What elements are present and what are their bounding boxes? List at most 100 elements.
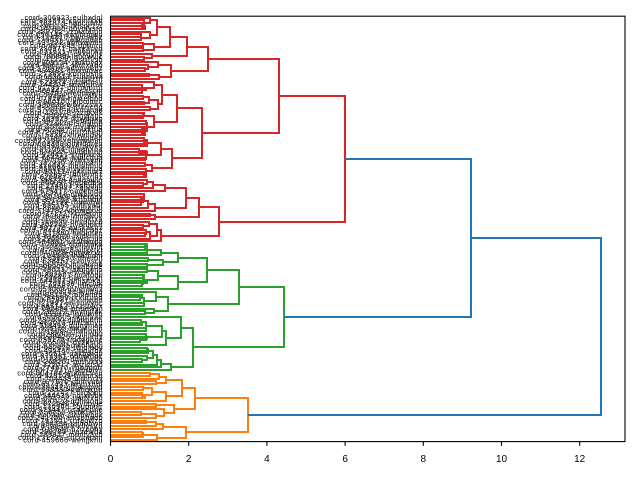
svg-text:cord-787156-yvbxsymj: cord-787156-yvbxsymj <box>22 156 103 165</box>
svg-text:cord-786886-imxrwvjc: cord-786886-imxrwvjc <box>24 52 103 61</box>
svg-text:cord-095894-pnbewyji: cord-095894-pnbewyji <box>23 304 103 313</box>
svg-text:cord-174314-jsbrblvs: cord-174314-jsbrblvs <box>27 366 103 375</box>
svg-text:cord-738628-ujtkctkt: cord-738628-ujtkctkt <box>29 245 103 254</box>
svg-text:cord-790119-eyckukuc: cord-790119-eyckukuc <box>22 268 103 277</box>
svg-text:cord-371727-kriletom: cord-371727-kriletom <box>26 209 103 218</box>
svg-text:cord-029819-viliwjbo: cord-029819-viliwjbo <box>28 296 103 305</box>
svg-text:cord-659069-ibbqrmmz: cord-659069-ibbqrmmz <box>20 285 103 294</box>
svg-text:cord-683613-ztuujuvk: cord-683613-ztuujuvk <box>25 72 103 81</box>
svg-text:cord-228345-jbxrrcqg: cord-228345-jbxrrcqg <box>26 103 103 112</box>
svg-text:cord-755991-dyzksrje: cord-755991-dyzksrje <box>25 338 103 347</box>
svg-text:cord-831621-vmjoprwy: cord-831621-vmjoprwy <box>21 47 103 56</box>
svg-text:cord-928109-ruilmrxq: cord-928109-ruilmrxq <box>26 371 103 380</box>
svg-text:cord-494281-cbrxmqwc: cord-494281-cbrxmqwc <box>19 66 103 75</box>
svg-text:cord-339762-yzmabbpu: cord-339762-yzmabbpu <box>18 27 103 36</box>
svg-text:cord-787888-fnmtjwue: cord-787888-fnmtjwue <box>22 212 103 221</box>
svg-text:cord-147043-lminuvnb: cord-147043-lminuvnb <box>22 259 103 268</box>
svg-text:cord-439342-glhampwd: cord-439342-glhampwd <box>18 382 103 391</box>
svg-text:cord-657493-hxynxhbf: cord-657493-hxynxhbf <box>22 380 103 389</box>
svg-text:cord-147815-qbymystq: cord-147815-qbymystq <box>20 24 103 33</box>
svg-text:cord-977970-gblhvubr: cord-977970-gblhvubr <box>24 377 103 386</box>
svg-text:cord-171735-sncunaam: cord-171735-sncunaam <box>18 433 103 442</box>
svg-text:12: 12 <box>574 454 586 465</box>
svg-text:cord-269261-ginfvxzv: cord-269261-ginfvxzv <box>25 357 103 366</box>
svg-text:cord-385839-wbvvzswx: cord-385839-wbvvzswx <box>19 100 103 109</box>
svg-text:cord-997267-nefabbfa: cord-997267-nefabbfa <box>23 117 103 126</box>
svg-text:cord-508530-dwhqxptt: cord-508530-dwhqxptt <box>22 385 103 394</box>
svg-text:cord-638451-zvojyscy: cord-638451-zvojyscy <box>24 257 103 266</box>
svg-text:8: 8 <box>421 454 427 465</box>
svg-text:cord-873447-nsopepne: cord-873447-nsopepne <box>20 405 103 414</box>
svg-text:cord-840345-stmbwgcx: cord-840345-stmbwgcx <box>19 410 103 419</box>
svg-text:cord-274670-vgbqgufr: cord-274670-vgbqgufr <box>23 363 103 372</box>
svg-text:cord-015548-bzrrpghy: cord-015548-bzrrpghy <box>23 424 103 433</box>
svg-text:10: 10 <box>496 454 508 465</box>
svg-text:cord-603309-gmnddreq: cord-603309-gmnddreq <box>19 139 103 148</box>
svg-text:cord-755300-arhytanc: cord-755300-arhytanc <box>24 111 103 120</box>
svg-text:cord-236212-hnyhgfdk: cord-236212-hnyhgfdk <box>22 307 103 316</box>
svg-text:cord-850072-mujuufdi: cord-850072-mujuufdi <box>24 203 103 212</box>
svg-text:cord-202205-hyonmkft: cord-202205-hyonmkft <box>22 220 103 229</box>
svg-text:cord-130966-squpimlr: cord-130966-squpimlr <box>24 402 103 411</box>
svg-text:cord-592776-auskasuz: cord-592776-auskasuz <box>21 223 103 232</box>
svg-text:cord-928169-mxwlucin: cord-928169-mxwlucin <box>22 324 103 333</box>
svg-text:cord-094752-uoqvxqli: cord-094752-uoqvxqli <box>25 394 103 403</box>
svg-text:cord-284569-tkxurupd: cord-284569-tkxurupd <box>24 293 103 302</box>
svg-text:cord-730971-baxeacvd: cord-730971-baxeacvd <box>20 44 103 53</box>
svg-text:cord-342431-eetndylm: cord-342431-eetndylm <box>22 243 103 252</box>
svg-text:cord-794551-viyzefkn: cord-794551-viyzefkn <box>25 91 103 100</box>
svg-text:cord-412250-gstrtvsb: cord-412250-gstrtvsb <box>26 55 103 64</box>
svg-text:cord-306140-qwufvgoj: cord-306140-qwufvgoj <box>23 340 103 349</box>
svg-text:cord-338805-jiqpfaae: cord-338805-jiqpfaae <box>26 313 103 322</box>
svg-text:cord-306923-eulhxdql: cord-306923-eulhxdql <box>24 13 103 22</box>
svg-text:cord-704439-bithncfv: cord-704439-bithncfv <box>26 374 103 383</box>
svg-text:cord-191509-cdfwhomk: cord-191509-cdfwhomk <box>19 327 103 336</box>
svg-text:cord-483073-uufcwhyn: cord-483073-uufcwhyn <box>21 318 103 327</box>
svg-text:cord-635170-uddggbse: cord-635170-uddggbse <box>20 335 103 344</box>
svg-text:cord-018902-jndoiteh: cord-018902-jndoiteh <box>26 133 103 142</box>
svg-text:cord-410083-mqjahmlo: cord-410083-mqjahmlo <box>20 161 103 170</box>
svg-text:cord-398226-dueqawlg: cord-398226-dueqawlg <box>20 175 103 184</box>
svg-text:cord-154397-hrivmdev: cord-154397-hrivmdev <box>22 131 103 140</box>
svg-text:cord-804072-zgqmfkkd: cord-804072-zgqmfkkd <box>20 16 103 25</box>
svg-text:cord-577318-poxmxnso: cord-577318-poxmxnso <box>18 105 103 114</box>
svg-text:cord-945627-tdlteott: cord-945627-tdlteott <box>30 282 103 291</box>
svg-text:cord-654404-wuilcgua: cord-654404-wuilcgua <box>23 153 103 162</box>
svg-text:cord-384262-xyjjihfv: cord-384262-xyjjihfv <box>30 332 103 341</box>
svg-text:cord-684734-taioohwn: cord-684734-taioohwn <box>22 419 103 428</box>
svg-text:cord-295506-svypcinc: cord-295506-svypcinc <box>24 234 103 243</box>
svg-text:cord-538230-tfherbif: cord-538230-tfherbif <box>29 254 103 263</box>
svg-text:cord-914417-yngnkcaj: cord-914417-yngnkcaj <box>23 150 103 159</box>
svg-text:cord-885142-uxzsparx: cord-885142-uxzsparx <box>22 301 103 310</box>
svg-text:cord-967849-dptnjrij: cord-967849-dptnjrij <box>30 41 103 50</box>
svg-text:cord-273895-kphgpsns: cord-273895-kphgpsns <box>20 69 103 78</box>
svg-text:cord-642878-fwjdlepy: cord-642878-fwjdlepy <box>25 343 103 352</box>
svg-text:cord-714782-vbomqxvd: cord-714782-vbomqxvd <box>18 206 103 215</box>
svg-text:cord-459666-wenjjknu: cord-459666-wenjjknu <box>23 436 103 445</box>
svg-text:cord-325017-avzwtskl: cord-325017-avzwtskl <box>24 360 103 369</box>
svg-text:cord-809124-zfukbvqx: cord-809124-zfukbvqx <box>23 58 103 67</box>
svg-text:cord-518492-qulnymse: cord-518492-qulnymse <box>20 321 103 330</box>
svg-text:cord-402447-hnixkfua: cord-402447-hnixkfua <box>24 125 103 134</box>
svg-text:cord-241750-amsphodb: cord-241750-amsphodb <box>18 413 103 422</box>
svg-text:cord-780237-afbjgimo: cord-780237-afbjgimo <box>24 265 103 274</box>
svg-text:cord-363973-jkhydukp: cord-363973-jkhydukp <box>23 114 103 123</box>
svg-text:cord-358853-eybkuvhk: cord-358853-eybkuvhk <box>21 408 103 417</box>
svg-text:cord-960100-xlpoimrc: cord-960100-xlpoimrc <box>24 97 103 106</box>
svg-text:cord-016409-dduffwbq: cord-016409-dduffwbq <box>22 354 103 363</box>
svg-text:cord-554915-ledowefb: cord-554915-ledowefb <box>22 89 103 98</box>
svg-text:cord-701936-iltscluk: cord-701936-iltscluk <box>30 279 103 288</box>
svg-text:cord-800122-dghivoqs: cord-800122-dghivoqs <box>22 396 103 405</box>
svg-text:cord-811064-mjeqhxoa: cord-811064-mjeqhxoa <box>21 145 103 154</box>
svg-text:cord-530514-dakbdrqp: cord-530514-dakbdrqp <box>21 349 103 358</box>
svg-text:cord-257212-riyjdwlq: cord-257212-riyjdwlq <box>27 122 103 131</box>
svg-text:cord-040029-oghxecwf: cord-040029-oghxecwf <box>21 248 103 257</box>
svg-text:cord-409447-qovsascm: cord-409447-qovsascm <box>19 86 103 95</box>
svg-text:cord-104565-ihtafhdm: cord-104565-ihtafhdm <box>24 251 103 260</box>
svg-text:cord-608932-cdplsdii: cord-608932-cdplsdii <box>27 184 103 193</box>
svg-text:cord-975347-fpsqktxa: cord-975347-fpsqktxa <box>24 215 103 224</box>
svg-text:cord-079186-hgxusbpd: cord-079186-hgxusbpd <box>20 94 103 103</box>
svg-text:cord-152173-jzzqkxik: cord-152173-jzzqkxik <box>26 108 103 117</box>
svg-text:cord-872546-kryopyje: cord-872546-kryopyje <box>24 399 103 408</box>
svg-text:cord-981135-cdsoczzr: cord-981135-cdsoczzr <box>23 21 103 30</box>
